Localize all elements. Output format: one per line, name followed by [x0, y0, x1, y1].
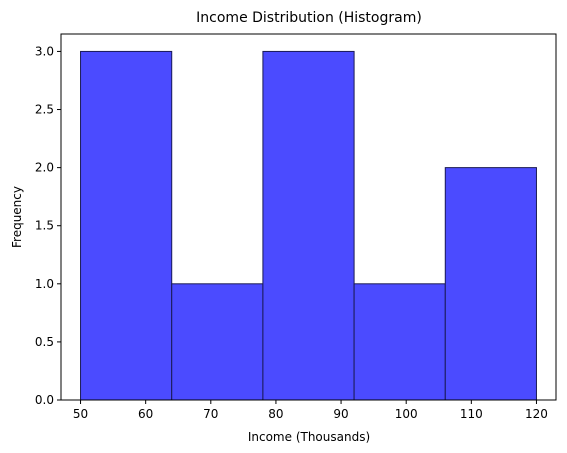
y-tick-label: 2.0	[35, 161, 54, 175]
y-tick-label: 2.5	[35, 103, 54, 117]
y-tick-label: 1.5	[35, 219, 54, 233]
y-axis-ticks: 0.0 0.5 1.0 1.5 2.0 2.5 3.0	[35, 44, 61, 407]
x-tick-label: 70	[203, 407, 218, 421]
x-tick-label: 90	[333, 407, 348, 421]
x-tick-label: 80	[268, 407, 283, 421]
y-tick-label: 3.0	[35, 44, 54, 58]
x-tick-label: 110	[460, 407, 483, 421]
histogram-bar	[353, 283, 446, 401]
x-axis-ticks: 50 60 70 80 90 100 110 120	[73, 400, 548, 421]
y-axis-label: Frequency	[10, 186, 24, 248]
x-axis-label: Income (Thousands)	[248, 430, 370, 444]
histogram-bar	[444, 167, 537, 401]
chart-title: Income Distribution (Histogram)	[196, 10, 422, 26]
bars-group	[80, 50, 537, 401]
x-tick-label: 50	[73, 407, 88, 421]
x-tick-label: 120	[525, 407, 548, 421]
y-tick-label: 1.0	[35, 277, 54, 291]
histogram-bar	[262, 50, 355, 401]
x-tick-label: 60	[138, 407, 153, 421]
y-tick-label: 0.5	[35, 335, 54, 349]
y-tick-label: 0.0	[35, 393, 54, 407]
histogram-bar	[171, 283, 264, 401]
x-tick-label: 100	[395, 407, 418, 421]
plot-frame	[60, 33, 557, 401]
histogram-bar	[80, 50, 173, 401]
